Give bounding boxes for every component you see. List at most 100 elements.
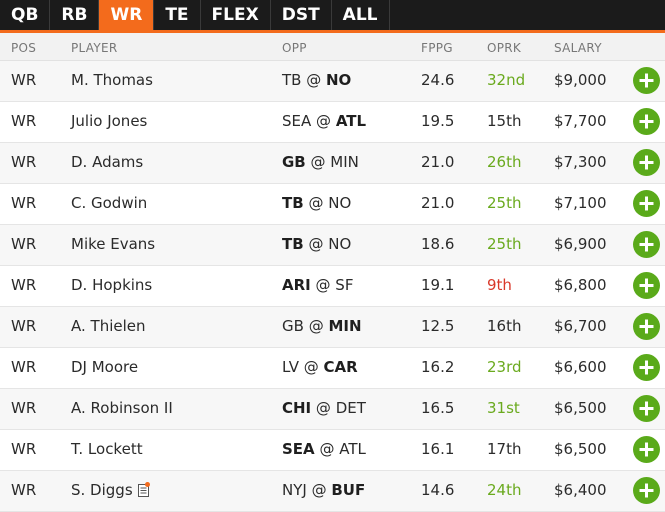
home-team: ATL (335, 112, 367, 130)
player-name[interactable]: A. Thielen (71, 317, 146, 335)
tab-qb[interactable]: QB (0, 0, 51, 30)
opponent: ARI @ SF (282, 276, 354, 294)
add-player-button[interactable] (633, 231, 660, 258)
add-player-button[interactable] (633, 149, 660, 176)
opponent-rank: 25th (487, 194, 522, 212)
table-row: WR Mike Evans TB @ NO 18.6 25th $6,900 (0, 225, 665, 266)
add-player-button[interactable] (633, 108, 660, 135)
tab-wr[interactable]: WR (99, 0, 155, 30)
col-opp[interactable]: OPP (282, 41, 307, 55)
player-name[interactable]: DJ Moore (71, 358, 139, 376)
away-team: ARI (282, 276, 311, 294)
plus-icon (633, 108, 660, 135)
col-salary[interactable]: SALARY (554, 41, 602, 55)
position: WR (11, 399, 37, 417)
position: WR (11, 235, 37, 253)
fppg-value: 21.0 (421, 194, 455, 212)
table-row: WR T. Lockett SEA @ ATL 16.1 17th $6,500 (0, 430, 665, 471)
player-cell: S. Diggs (71, 481, 150, 499)
opponent: SEA @ ATL (282, 440, 366, 458)
position: WR (11, 481, 37, 499)
position: WR (11, 153, 37, 171)
home-team: DET (335, 399, 366, 417)
opponent: GB @ MIN (282, 317, 362, 335)
add-player-button[interactable] (633, 436, 660, 463)
table-row: WR M. Thomas TB @ NO 24.6 32nd $9,000 (0, 61, 665, 102)
player-cell: DJ Moore (71, 358, 138, 376)
player-name[interactable]: Julio Jones (71, 112, 148, 130)
fppg-value: 19.5 (421, 112, 455, 130)
player-name[interactable]: M. Thomas (71, 71, 153, 89)
salary-value: $6,600 (554, 358, 607, 376)
player-cell: C. Godwin (71, 194, 147, 212)
fppg-value: 16.1 (421, 440, 455, 458)
player-cell: D. Hopkins (71, 276, 152, 294)
col-player[interactable]: PLAYER (71, 41, 118, 55)
player-news-icon[interactable] (137, 482, 150, 497)
opponent-rank: 26th (487, 153, 522, 171)
tab-all[interactable]: ALL (332, 0, 390, 30)
opponent: TB @ NO (282, 71, 352, 89)
plus-icon (633, 149, 660, 176)
add-player-button[interactable] (633, 477, 660, 504)
away-team: NYJ (282, 481, 307, 499)
fppg-value: 21.0 (421, 153, 455, 171)
tab-rb[interactable]: RB (50, 0, 100, 30)
opponent: LV @ CAR (282, 358, 358, 376)
add-player-button[interactable] (633, 354, 660, 381)
plus-icon (633, 477, 660, 504)
fppg-value: 16.2 (421, 358, 455, 376)
add-player-button[interactable] (633, 272, 660, 299)
tab-dst[interactable]: DST (271, 0, 332, 30)
position: WR (11, 112, 37, 130)
table-row: WR C. Godwin TB @ NO 21.0 25th $7,100 (0, 184, 665, 225)
opponent-rank: 25th (487, 235, 522, 253)
player-name[interactable]: S. Diggs (71, 481, 133, 499)
player-name[interactable]: D. Hopkins (71, 276, 153, 294)
fppg-value: 16.5 (421, 399, 455, 417)
position-tabs: QB RB WR TE FLEX DST ALL (0, 0, 665, 33)
table-row: WR S. Diggs NYJ @ BUF 14.6 24th $6,400 (0, 471, 665, 512)
salary-value: $6,900 (554, 235, 607, 253)
position: WR (11, 317, 37, 335)
player-cell: Julio Jones (71, 112, 147, 130)
player-name[interactable]: Mike Evans (71, 235, 156, 253)
opponent: CHI @ DET (282, 399, 366, 417)
player-name[interactable]: C. Godwin (71, 194, 148, 212)
table-row: WR D. Adams GB @ MIN 21.0 26th $7,300 (0, 143, 665, 184)
table-row: WR A. Thielen GB @ MIN 12.5 16th $6,700 (0, 307, 665, 348)
fppg-value: 14.6 (421, 481, 455, 499)
opponent-rank: 24th (487, 481, 522, 499)
add-player-button[interactable] (633, 190, 660, 217)
position: WR (11, 71, 37, 89)
home-team: NO (328, 235, 352, 253)
away-team: TB (282, 235, 304, 253)
plus-icon (633, 272, 660, 299)
col-pos[interactable]: POS (11, 41, 37, 55)
add-player-button[interactable] (633, 395, 660, 422)
player-cell: Mike Evans (71, 235, 155, 253)
plus-icon (633, 436, 660, 463)
away-team: GB (282, 317, 304, 335)
home-team: NO (328, 194, 352, 212)
player-name[interactable]: T. Lockett (71, 440, 143, 458)
plus-icon (633, 231, 660, 258)
player-name[interactable]: A. Robinson II (71, 399, 173, 417)
col-fppg[interactable]: FPPG (421, 41, 453, 55)
position: WR (11, 440, 37, 458)
home-team: NO (326, 71, 352, 89)
opponent-rank: 23rd (487, 358, 522, 376)
opponent: GB @ MIN (282, 153, 359, 171)
add-player-button[interactable] (633, 313, 660, 340)
salary-value: $6,800 (554, 276, 607, 294)
col-oprk[interactable]: OPRK (487, 41, 522, 55)
tab-te[interactable]: TE (154, 0, 201, 30)
salary-value: $6,500 (554, 399, 607, 417)
tab-flex[interactable]: FLEX (201, 0, 271, 30)
salary-value: $6,400 (554, 481, 607, 499)
opponent-rank: 17th (487, 440, 522, 458)
add-player-button[interactable] (633, 67, 660, 94)
home-team: MIN (330, 153, 359, 171)
player-name[interactable]: D. Adams (71, 153, 144, 171)
home-team: MIN (328, 317, 362, 335)
